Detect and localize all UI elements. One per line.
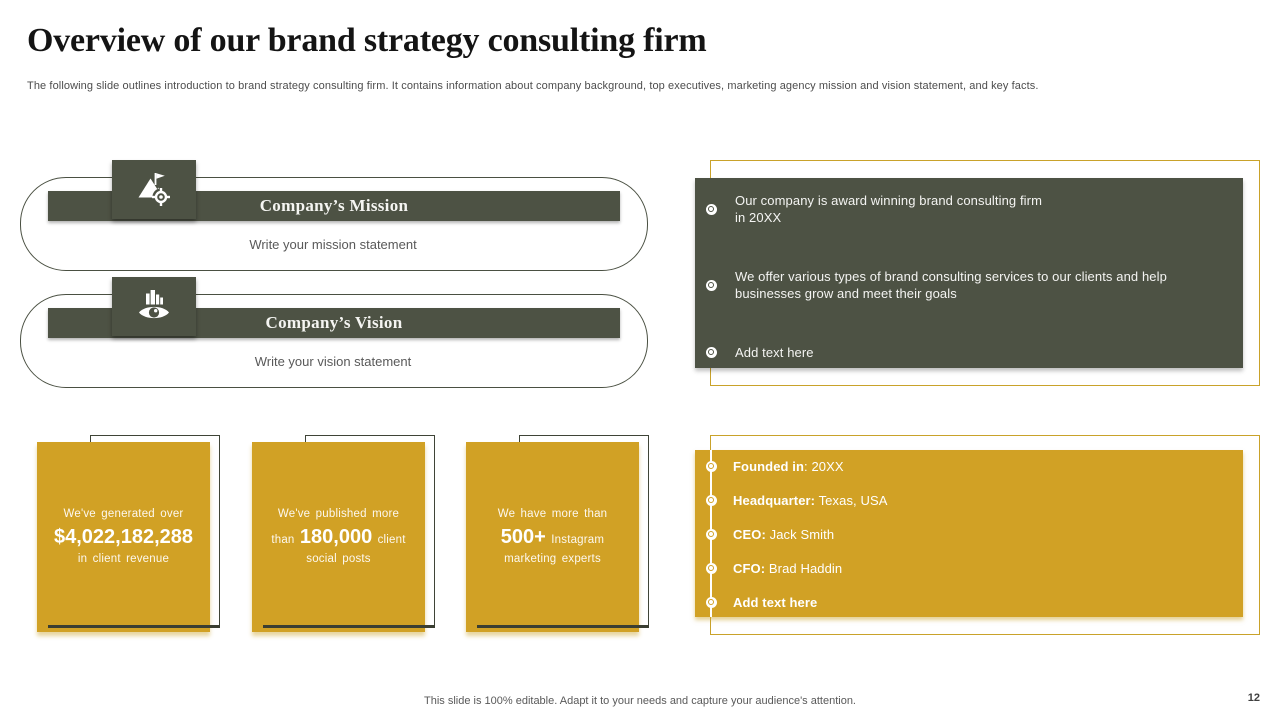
footer-note: This slide is 100% editable. Adapt it to… xyxy=(424,695,856,707)
bullseye-bullet-icon xyxy=(705,596,717,608)
fact-label: CEO: xyxy=(733,526,766,542)
fact-item-headquarter: Headquarter: Texas, USA xyxy=(695,483,1243,517)
vision-icon-tile xyxy=(112,277,196,336)
key-facts-section: Founded in: 20XX Headquarter: Texas, USA… xyxy=(695,435,1265,635)
stat-gold-box: We've generated over $4,022,182,288 in c… xyxy=(37,442,210,632)
stat-gold-box: We have more than 500+ Instagram marketi… xyxy=(466,442,639,632)
stat-value: 500+ xyxy=(500,526,546,548)
fact-label: Founded in xyxy=(733,458,805,474)
stat-text: than 180,000 client xyxy=(271,526,406,548)
stat-value: 180,000 xyxy=(299,526,373,548)
mission-title: Company’s Mission xyxy=(259,196,409,215)
page-title: Overview of our brand strategy consultin… xyxy=(27,22,707,59)
highlight-text: Our company is award winning brand consu… xyxy=(735,193,1043,225)
bullseye-bullet-icon xyxy=(705,460,717,472)
fact-value: Brad Haddin xyxy=(765,560,843,576)
stat-gold-box: We've published more than 180,000 client… xyxy=(252,442,425,632)
stat-text: 500+ Instagram xyxy=(500,526,605,548)
vision-title: Company’s Vision xyxy=(265,313,403,332)
bullseye-bullet-icon xyxy=(705,203,717,215)
vision-statement-placeholder[interactable]: Write your vision statement xyxy=(254,354,412,369)
stat-text: We have more than xyxy=(497,508,608,520)
bullseye-bullet-icon xyxy=(705,494,717,506)
page-number: 12 xyxy=(1247,692,1260,704)
mission-icon-tile xyxy=(112,160,196,219)
flag-mountain-target-icon xyxy=(138,172,170,206)
highlight-text: We offer various types of brand consulti… xyxy=(735,269,1167,301)
fact-item-founded: Founded in: 20XX xyxy=(695,449,1243,483)
bullseye-bullet-icon xyxy=(705,346,717,358)
page-subtitle: The following slide outlines introductio… xyxy=(27,80,1039,92)
stat-underline xyxy=(477,625,649,628)
stat-text: social posts xyxy=(306,553,371,565)
stat-text: We've published more xyxy=(277,508,400,520)
fact-add-text-placeholder[interactable]: Add text here xyxy=(733,594,818,610)
fact-value: Jack Smith xyxy=(765,526,835,542)
company-highlights-section: Our company is award winning brand consu… xyxy=(695,160,1265,392)
stat-card-client-revenue: We've generated over $4,022,182,288 in c… xyxy=(37,435,267,640)
fact-value: Texas, USA xyxy=(815,492,888,508)
facts-gold-box xyxy=(695,450,1243,617)
stat-underline xyxy=(48,625,220,628)
eye-buildings-icon xyxy=(139,289,169,318)
stat-card-social-posts: We've published more than 180,000 client… xyxy=(252,435,482,640)
stat-text: marketing experts xyxy=(504,553,601,565)
stat-underline xyxy=(263,625,435,628)
stat-card-instagram-experts: We have more than 500+ Instagram marketi… xyxy=(466,435,696,640)
bullseye-bullet-icon xyxy=(705,279,717,291)
stat-text: We've generated over xyxy=(63,508,184,520)
highlight-item: Our company is award winning brand consu… xyxy=(695,185,1243,233)
vision-section: Company’s Vision Write your vision state… xyxy=(20,277,652,389)
mission-statement-placeholder[interactable]: Write your mission statement xyxy=(249,237,417,252)
highlight-add-text-placeholder[interactable]: Add text here xyxy=(735,344,814,360)
highlights-dark-box xyxy=(695,178,1243,368)
mission-section: Company’s Mission xyxy=(20,160,652,272)
fact-item-cfo: CFO: Brad Haddin xyxy=(695,551,1243,585)
fact-item-ceo: CEO: Jack Smith xyxy=(695,517,1243,551)
fact-label: Headquarter: xyxy=(733,492,816,508)
stat-text: in client revenue xyxy=(77,553,170,565)
bullseye-bullet-icon xyxy=(705,528,717,540)
fact-value: : 20XX xyxy=(804,458,844,474)
fact-label: CFO: xyxy=(733,560,766,576)
fact-item-add-text: Add text here xyxy=(695,585,1243,619)
highlight-item: We offer various types of brand consulti… xyxy=(695,261,1243,309)
bullseye-bullet-icon xyxy=(705,562,717,574)
stat-value: $4,022,182,288 xyxy=(53,526,194,548)
highlight-item: Add text here xyxy=(695,328,1243,376)
